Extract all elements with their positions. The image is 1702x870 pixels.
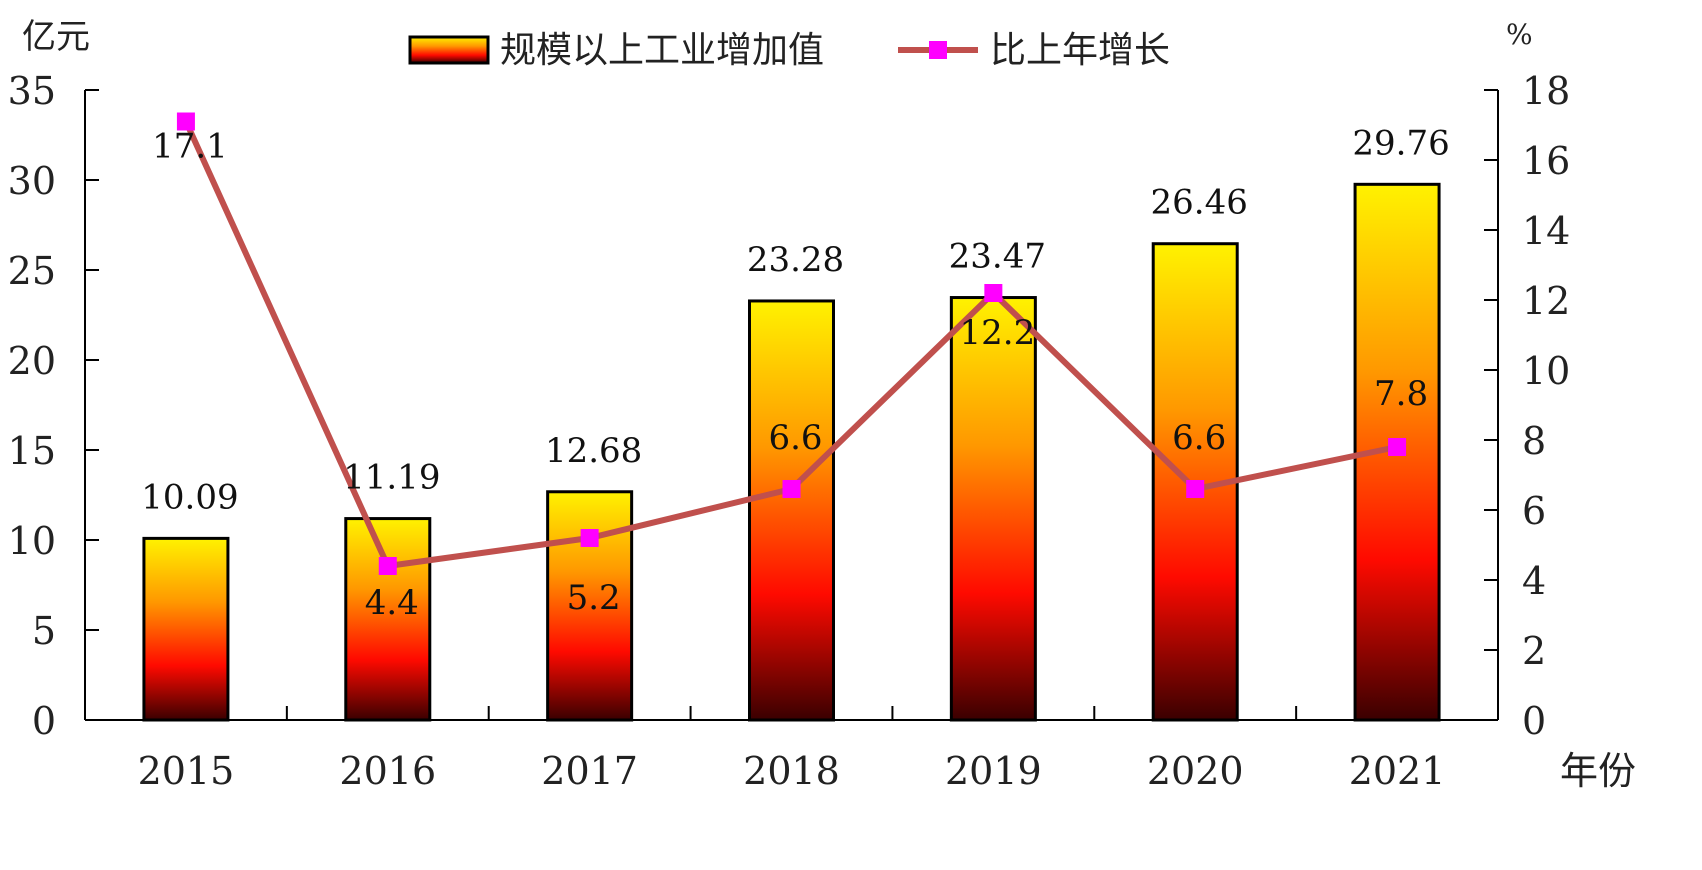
bar-value-label: 23.28 bbox=[747, 240, 844, 280]
x-tick-label: 2017 bbox=[541, 749, 638, 793]
y-right-tick-label: 6 bbox=[1522, 489, 1546, 533]
growth-marker bbox=[176, 112, 195, 131]
y-right-tick-label: 2 bbox=[1522, 629, 1546, 673]
y-right-tick-label: 16 bbox=[1522, 139, 1570, 183]
growth-value-label: 12.2 bbox=[960, 313, 1036, 353]
legend-bar-swatch bbox=[408, 35, 490, 65]
y-left-tick-label: 20 bbox=[8, 339, 56, 383]
bar bbox=[748, 299, 835, 722]
y-right-tick-label: 0 bbox=[1522, 699, 1546, 743]
growth-marker bbox=[378, 557, 397, 575]
bar bbox=[142, 536, 230, 722]
bar bbox=[344, 517, 432, 722]
growth-line bbox=[176, 112, 1407, 575]
bar-value-label: 12.68 bbox=[545, 431, 642, 471]
bar-value-label: 26.46 bbox=[1151, 183, 1248, 223]
x-tick-label: 2021 bbox=[1349, 749, 1446, 793]
bar-value-label: 29.76 bbox=[1352, 123, 1449, 163]
growth-value-label: 6.6 bbox=[1172, 418, 1226, 458]
y-left-tick-label: 30 bbox=[8, 159, 56, 203]
legend: 规模以上工业增加值 比上年增长 bbox=[408, 30, 1170, 71]
x-tick-label: 2019 bbox=[945, 749, 1042, 793]
y-left-tick-label: 5 bbox=[32, 609, 56, 653]
y-right-tick-label: 14 bbox=[1522, 209, 1570, 253]
growth-value-label: 7.8 bbox=[1374, 374, 1428, 414]
legend-line-label: 比上年增长 bbox=[990, 30, 1170, 71]
y-right-tick-label: 10 bbox=[1522, 349, 1570, 393]
growth-value-label: 17.1 bbox=[152, 127, 228, 167]
y-left-tick-label: 25 bbox=[8, 249, 56, 293]
axes: 0 5 10 15 20 25 30 35 0 2 4 6 8 10 12 14 16 18 2015 2016 201… bbox=[8, 17, 1636, 793]
data-labels: 10.09 11.19 12.68 23.28 23.47 26.46 29.76 17.1 4… bbox=[141, 123, 1449, 623]
growth-value-label: 6.6 bbox=[768, 418, 822, 458]
y-left-tick-label: 10 bbox=[8, 519, 56, 563]
bar-value-label: 11.19 bbox=[343, 458, 440, 498]
y-right-tick-label: 4 bbox=[1522, 559, 1546, 603]
bar bbox=[949, 296, 1037, 722]
growth-marker bbox=[1388, 438, 1407, 456]
x-axis-title: 年份 bbox=[1560, 749, 1636, 793]
growth-value-label: 4.4 bbox=[365, 583, 419, 623]
growth-marker bbox=[1186, 480, 1205, 498]
y-left-unit-label: 亿元 bbox=[22, 17, 90, 57]
y-right-tick-label: 12 bbox=[1522, 279, 1570, 323]
legend-bar-label: 规模以上工业增加值 bbox=[500, 30, 824, 71]
bar-value-label: 10.09 bbox=[141, 477, 238, 517]
x-tick-label: 2015 bbox=[138, 749, 235, 793]
x-tick-label: 2020 bbox=[1147, 749, 1244, 793]
growth-marker bbox=[782, 480, 801, 498]
y-left-tick-label: 0 bbox=[32, 699, 56, 743]
growth-marker bbox=[984, 284, 1003, 302]
bar-value-label: 23.47 bbox=[949, 237, 1046, 277]
y-left-tick-label: 15 bbox=[8, 429, 56, 473]
x-tick-label: 2018 bbox=[743, 749, 840, 793]
growth-marker bbox=[580, 529, 599, 547]
y-right-tick-label: 18 bbox=[1522, 69, 1570, 113]
legend-line-marker bbox=[929, 41, 947, 59]
x-tick-label: 2016 bbox=[339, 749, 436, 793]
y-left-tick-label: 35 bbox=[8, 69, 56, 113]
growth-value-label: 5.2 bbox=[567, 578, 621, 618]
y-right-tick-label: 8 bbox=[1522, 419, 1546, 463]
y-right-unit-label: % bbox=[1506, 18, 1533, 51]
